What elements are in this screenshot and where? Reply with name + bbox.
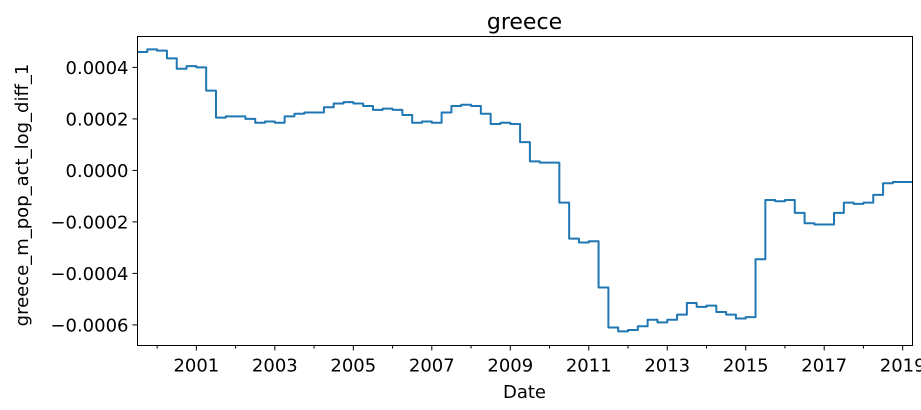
- x-tick-label: 2005: [330, 356, 376, 377]
- plot-area: [137, 48, 913, 333]
- y-tick-label: 0.0002: [66, 109, 129, 130]
- y-tick-label: −0.0006: [50, 315, 128, 336]
- plot-frame: [137, 36, 913, 346]
- y-axis: 0.0004 0.0002 0.0000 −0.0002 −0.0004 −0.0006: [50, 58, 138, 336]
- y-tick-label: 0.0000: [66, 161, 129, 182]
- x-tick-label: 2009: [487, 356, 533, 377]
- y-axis-label: greece_m_pop_act_log_diff_1: [12, 64, 33, 327]
- x-tick-label: 2003: [252, 356, 298, 377]
- x-tick-label: 2011: [566, 356, 612, 377]
- x-tick-label: 2017: [801, 356, 847, 377]
- x-tick-label: 2015: [723, 356, 769, 377]
- y-tick-label: 0.0004: [66, 58, 129, 79]
- series-line-0: [137, 48, 913, 333]
- x-tick-label: 2007: [409, 356, 455, 377]
- chart-title: greece: [487, 10, 562, 35]
- x-tick-label: 2001: [173, 356, 219, 377]
- x-axis-label: Date: [503, 382, 546, 403]
- y-tick-label: −0.0002: [50, 212, 128, 233]
- x-axis: 2001 2003 2005 2007 2009 2011 2013 2015 2017 2019: [156, 345, 921, 377]
- x-tick-label: 2013: [644, 356, 690, 377]
- x-tick-label: 2019: [880, 356, 921, 377]
- y-tick-label: −0.0004: [50, 264, 128, 285]
